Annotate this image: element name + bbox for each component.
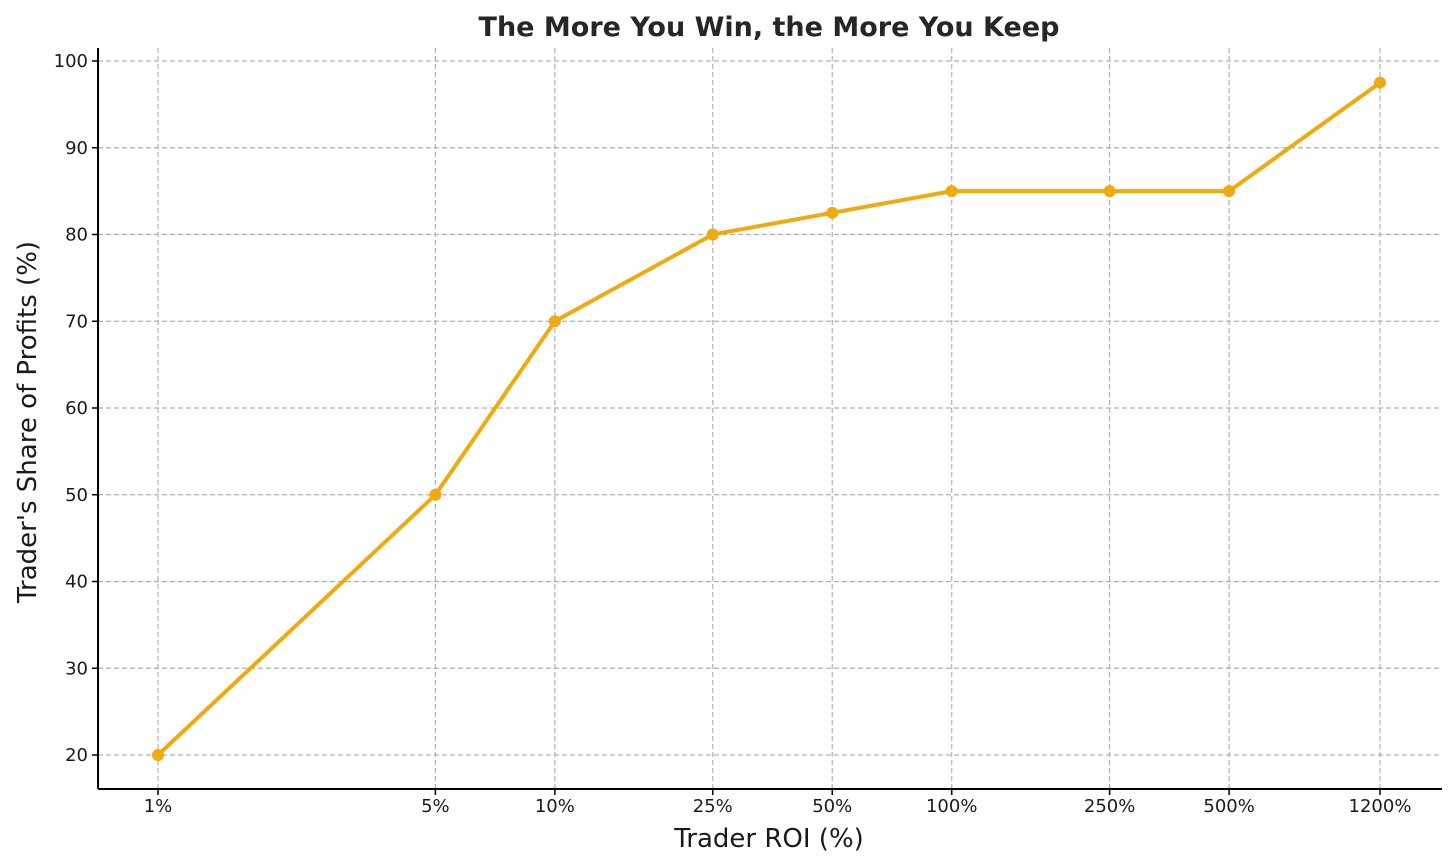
x-tick-label: 5%: [421, 796, 450, 817]
data-point: [1374, 76, 1386, 89]
x-tick-label: 250%: [1084, 796, 1135, 817]
y-tick-label: 50: [65, 485, 88, 506]
data-point: [1103, 185, 1116, 198]
y-axis-ticks: 20 30 40 50 60 70 80 90 100: [54, 51, 98, 766]
series-line: [156, 81, 1382, 757]
x-tick-label: 1200%: [1349, 796, 1412, 817]
data-point: [152, 749, 164, 761]
y-tick-label: 20: [65, 745, 88, 766]
y-tick-label: 70: [65, 311, 88, 332]
y-axis-label: Trader's Share of Profits (%): [13, 241, 43, 604]
x-axis-label: Trader ROI (%): [673, 824, 864, 854]
data-point: [1223, 185, 1236, 198]
y-tick-label: 40: [65, 572, 88, 593]
x-tick-label: 500%: [1203, 796, 1254, 817]
x-tick-label: 25%: [693, 796, 733, 817]
y-tick-label: 90: [65, 138, 88, 159]
data-point: [945, 185, 958, 198]
axes: [97, 48, 1442, 790]
x-axis-ticks: 1% 5% 10% 25% 50% 100% 250% 500% 1200%: [144, 789, 1412, 817]
x-tick-label: 100%: [926, 796, 977, 817]
x-tick-label: 50%: [812, 796, 852, 817]
chart-title: The More You Win, the More You Keep: [479, 12, 1060, 43]
y-tick-label: 100: [54, 51, 88, 72]
grid: [98, 48, 1442, 789]
y-tick-label: 30: [65, 658, 88, 679]
x-tick-label: 10%: [535, 796, 575, 817]
series-group: [152, 76, 1386, 761]
data-point: [548, 315, 561, 328]
y-tick-label: 80: [65, 225, 88, 246]
data-point: [429, 488, 442, 501]
data-point: [706, 228, 719, 241]
y-tick-label: 60: [65, 398, 88, 419]
data-point: [826, 206, 839, 219]
x-tick-label: 1%: [144, 796, 173, 817]
